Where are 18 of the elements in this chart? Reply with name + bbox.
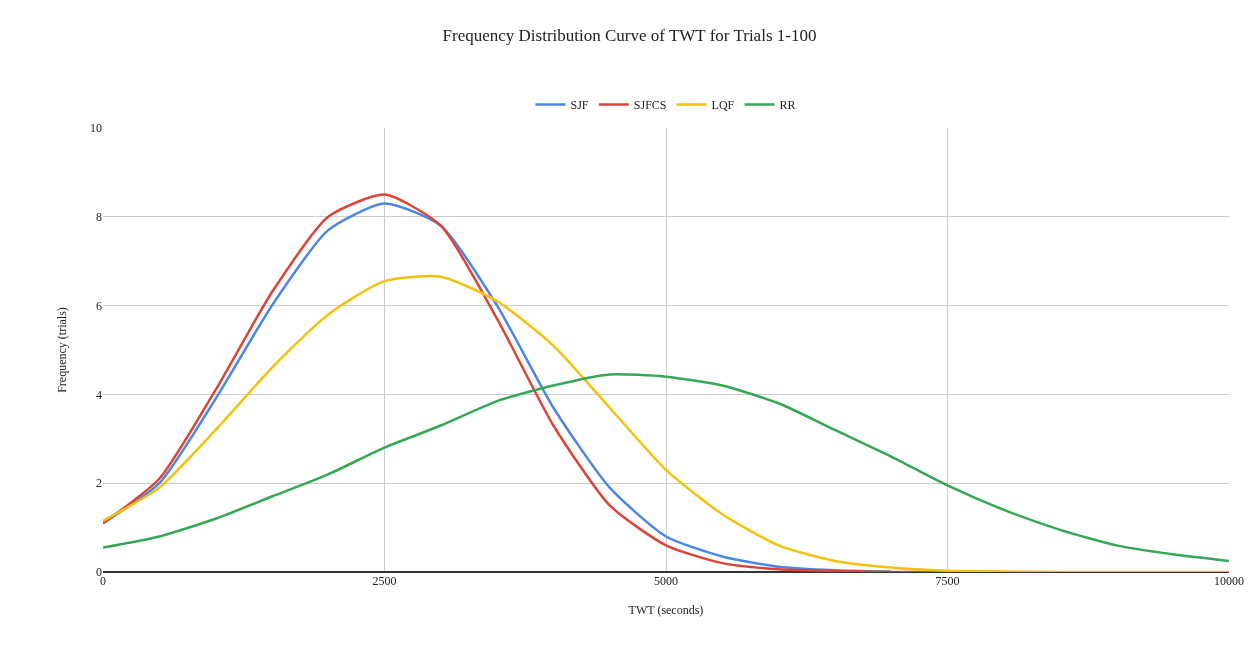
- legend-label: RR: [779, 98, 796, 113]
- chart-title: Frequency Distribution Curve of TWT for Trials 1-100: [442, 26, 817, 46]
- x-tick-label: 10000: [1214, 574, 1244, 588]
- x-tick-label: 2500: [372, 574, 397, 588]
- y-tick-label: 4: [96, 387, 102, 402]
- y-tick-label: 8: [96, 210, 102, 224]
- line-series: [103, 373, 1229, 563]
- y-axis-title: Frequency (trials): [55, 307, 70, 393]
- x-tick-label: 7500: [935, 574, 960, 588]
- x-axis-title: TWT (seconds): [628, 602, 704, 617]
- legend-label: SJFCS: [633, 98, 667, 113]
- line-series: [103, 274, 1229, 572]
- x-tick-label: 5000: [654, 574, 678, 588]
- legend-label: SJF: [570, 98, 589, 113]
- legend-label: LQF: [711, 98, 735, 113]
- y-tick-label: 6: [96, 298, 102, 313]
- y-tick-label: 10: [90, 121, 102, 136]
- y-tick-label: 2: [96, 476, 102, 491]
